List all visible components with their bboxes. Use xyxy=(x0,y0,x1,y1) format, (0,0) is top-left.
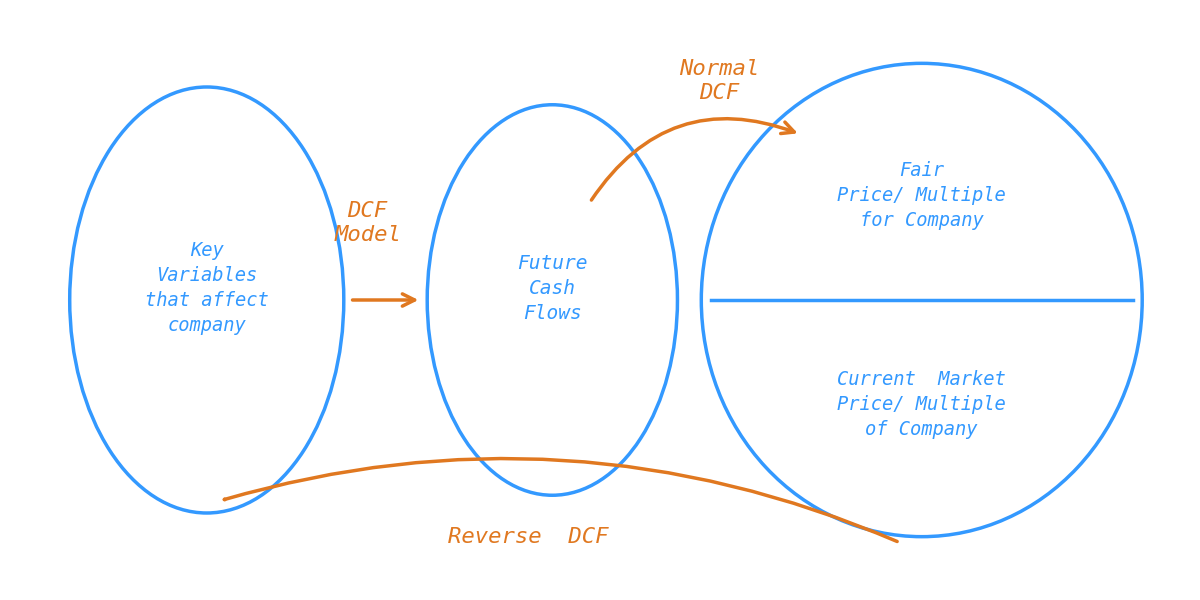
Text: Key
Variables
that affect
company: Key Variables that affect company xyxy=(145,241,269,335)
Text: Current  Market
Price/ Multiple
of Company: Current Market Price/ Multiple of Compan… xyxy=(838,370,1006,439)
Text: Reverse  DCF: Reverse DCF xyxy=(449,527,608,547)
Text: Fair
Price/ Multiple
for Company: Fair Price/ Multiple for Company xyxy=(838,161,1006,230)
Text: Future
Cash
Flows: Future Cash Flows xyxy=(517,254,588,323)
Text: DCF
Model: DCF Model xyxy=(334,200,401,245)
FancyArrowPatch shape xyxy=(224,458,898,541)
Text: Normal
DCF: Normal DCF xyxy=(679,59,760,103)
